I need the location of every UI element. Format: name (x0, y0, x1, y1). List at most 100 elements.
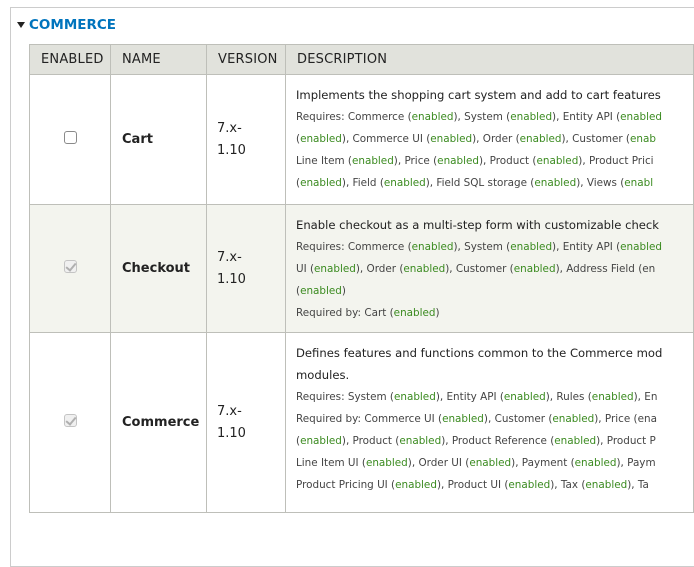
enabled-status: enabled (585, 479, 628, 491)
dependency-text: ), System ( (453, 241, 511, 253)
dependency-text: ), Commerce UI ( (341, 133, 431, 145)
version-line: 1.10 (217, 271, 246, 287)
column-header-description: DESCRIPTION (285, 44, 694, 75)
enabled-status: enabled (534, 177, 577, 189)
column-header-enabled: ENABLED (29, 44, 111, 75)
dependency-text: ), Tax ( (550, 479, 586, 491)
dependency-line: Line Item (enabled), Price (enabled), Pr… (296, 150, 689, 172)
enabled-status: enabled (399, 435, 442, 447)
dependency-text: ( (296, 285, 301, 297)
description-text: Implements the shopping cart system and … (296, 88, 661, 102)
dependency-text: ) (341, 285, 346, 297)
enabled-cell (29, 74, 111, 205)
enabled-status: enabled (395, 479, 437, 491)
dependency-line: Requires: Commerce (enabled), System (en… (296, 106, 689, 128)
cart-enabled-checkbox[interactable] (63, 131, 77, 144)
enabled-status: enabled (442, 413, 484, 425)
dependency-line: UI (enabled), Order (enabled), Customer … (296, 258, 689, 280)
enabled-status: enabled (437, 155, 479, 167)
commerce-enabled-checkbox[interactable] (63, 414, 77, 427)
enabled-status: enabled (314, 263, 356, 275)
dependency-text: ), En (633, 391, 658, 403)
module-row: Cart 7.x- 1.10 Implements the shopping cart… (29, 74, 694, 205)
dependency-text: ) (435, 307, 440, 319)
column-header-name: NAME (110, 44, 207, 75)
dependency-line: (enabled), Product (enabled), Product Re… (296, 430, 689, 452)
module-version: 7.x- 1.10 (206, 74, 286, 205)
dependency-text: ), Customer ( (445, 263, 514, 275)
dependency-text: ), Address Field (en (555, 263, 656, 275)
enabled-status: enabled (574, 457, 617, 469)
version-line: 1.10 (217, 425, 246, 441)
dependency-text: Requires: Commerce ( (296, 111, 412, 123)
dependency-line: Requires: System (enabled), Entity API (… (296, 386, 689, 408)
dependency-text: ), Payment ( (511, 457, 575, 469)
enabled-status: enabled (510, 241, 553, 253)
enabled-status: enabled (503, 391, 546, 403)
dependency-text: ), Customer ( (561, 133, 630, 145)
dependency-text: ), Paym (616, 457, 656, 469)
module-name: Commerce (110, 332, 207, 513)
dependency-text: ), Customer ( (483, 413, 553, 425)
enabled-status: enabled (519, 133, 562, 145)
enabled-status: enabled (552, 413, 595, 425)
dependency-text: Required by: Cart ( (296, 307, 394, 319)
dependency-text: ), Ta (627, 479, 649, 491)
dependency-text: ), Product Prici (578, 155, 654, 167)
enabled-status: enabled (403, 263, 446, 275)
enabled-status: enabled (383, 177, 426, 189)
dependency-text: ), Price (ena (594, 413, 657, 425)
enabled-status: enabled (536, 155, 579, 167)
dependency-text: ), Entity API ( (435, 391, 504, 403)
dependency-text: Line Item ( (296, 155, 352, 167)
commerce-section-toggle[interactable]: COMMERCE (17, 17, 116, 33)
dependency-text: ), Product UI ( (436, 479, 509, 491)
dependency-text: ), Product ( (479, 155, 537, 167)
column-header-version: VERSION (206, 44, 286, 75)
enabled-status: enabled (300, 285, 342, 297)
enabled-status: enabled (411, 111, 454, 123)
module-description: Implements the shopping cart system and … (285, 74, 694, 205)
dependency-text: ), System ( (453, 111, 511, 123)
module-description: Defines features and functions common to… (285, 332, 694, 513)
enabled-status: enabled (351, 155, 394, 167)
module-name: Checkout (110, 204, 207, 333)
dependency-text: ), Order UI ( (407, 457, 470, 469)
dependency-text: ( (296, 435, 301, 447)
enabled-status: enabled (513, 263, 556, 275)
dependency-text: ), Entity API ( (552, 241, 621, 253)
dependency-line: (enabled), Commerce UI (enabled), Order … (296, 128, 689, 150)
module-row: Checkout 7.x- 1.10 Enable checkout as a mul… (29, 204, 694, 333)
enabled-status: enabled (620, 241, 662, 253)
dependency-text: ), Order ( (472, 133, 520, 145)
dependency-text: ), Price ( (393, 155, 438, 167)
enabled-status: enabled (393, 307, 436, 319)
module-description: Enable checkout as a multi-step form wit… (285, 204, 694, 333)
dependency-line: Line Item UI (enabled), Order UI (enable… (296, 452, 689, 474)
description-text: modules. (296, 368, 350, 382)
version-line: 1.10 (217, 142, 246, 158)
enabled-status: enabled (508, 479, 551, 491)
modules-table: ENABLED NAME VERSION DESCRIPTION Cart 7.x… (29, 44, 694, 513)
dependency-text: ), Entity API ( (552, 111, 621, 123)
version-line: 7.x- (217, 249, 242, 265)
dependency-text: Product Pricing UI ( (296, 479, 396, 491)
dependency-text: ), Product ( (341, 435, 400, 447)
checkout-enabled-checkbox[interactable] (63, 260, 77, 273)
dependency-text: ), Rules ( (545, 391, 592, 403)
dependency-text: Requires: Commerce ( (296, 241, 412, 253)
enabled-status: enabled (300, 177, 342, 189)
enabled-status: enabled (411, 241, 454, 253)
module-version: 7.x- 1.10 (206, 204, 286, 333)
module-name: Cart (110, 74, 207, 205)
dependency-line: Product Pricing UI (enabled), Product UI… (296, 474, 689, 496)
dependency-text: ), Field SQL storage ( (425, 177, 535, 189)
enabled-status: enabled (365, 457, 408, 469)
version-line: 7.x- (217, 120, 242, 136)
enabled-cell (29, 204, 111, 333)
dependency-text: Line Item UI ( (296, 457, 366, 469)
dependency-line: (enabled) (296, 280, 689, 302)
dependency-text: ), Order ( (355, 263, 404, 275)
enabled-status: enabled (620, 111, 662, 123)
dependency-line: Required by: Commerce UI (enabled), Cust… (296, 408, 689, 430)
